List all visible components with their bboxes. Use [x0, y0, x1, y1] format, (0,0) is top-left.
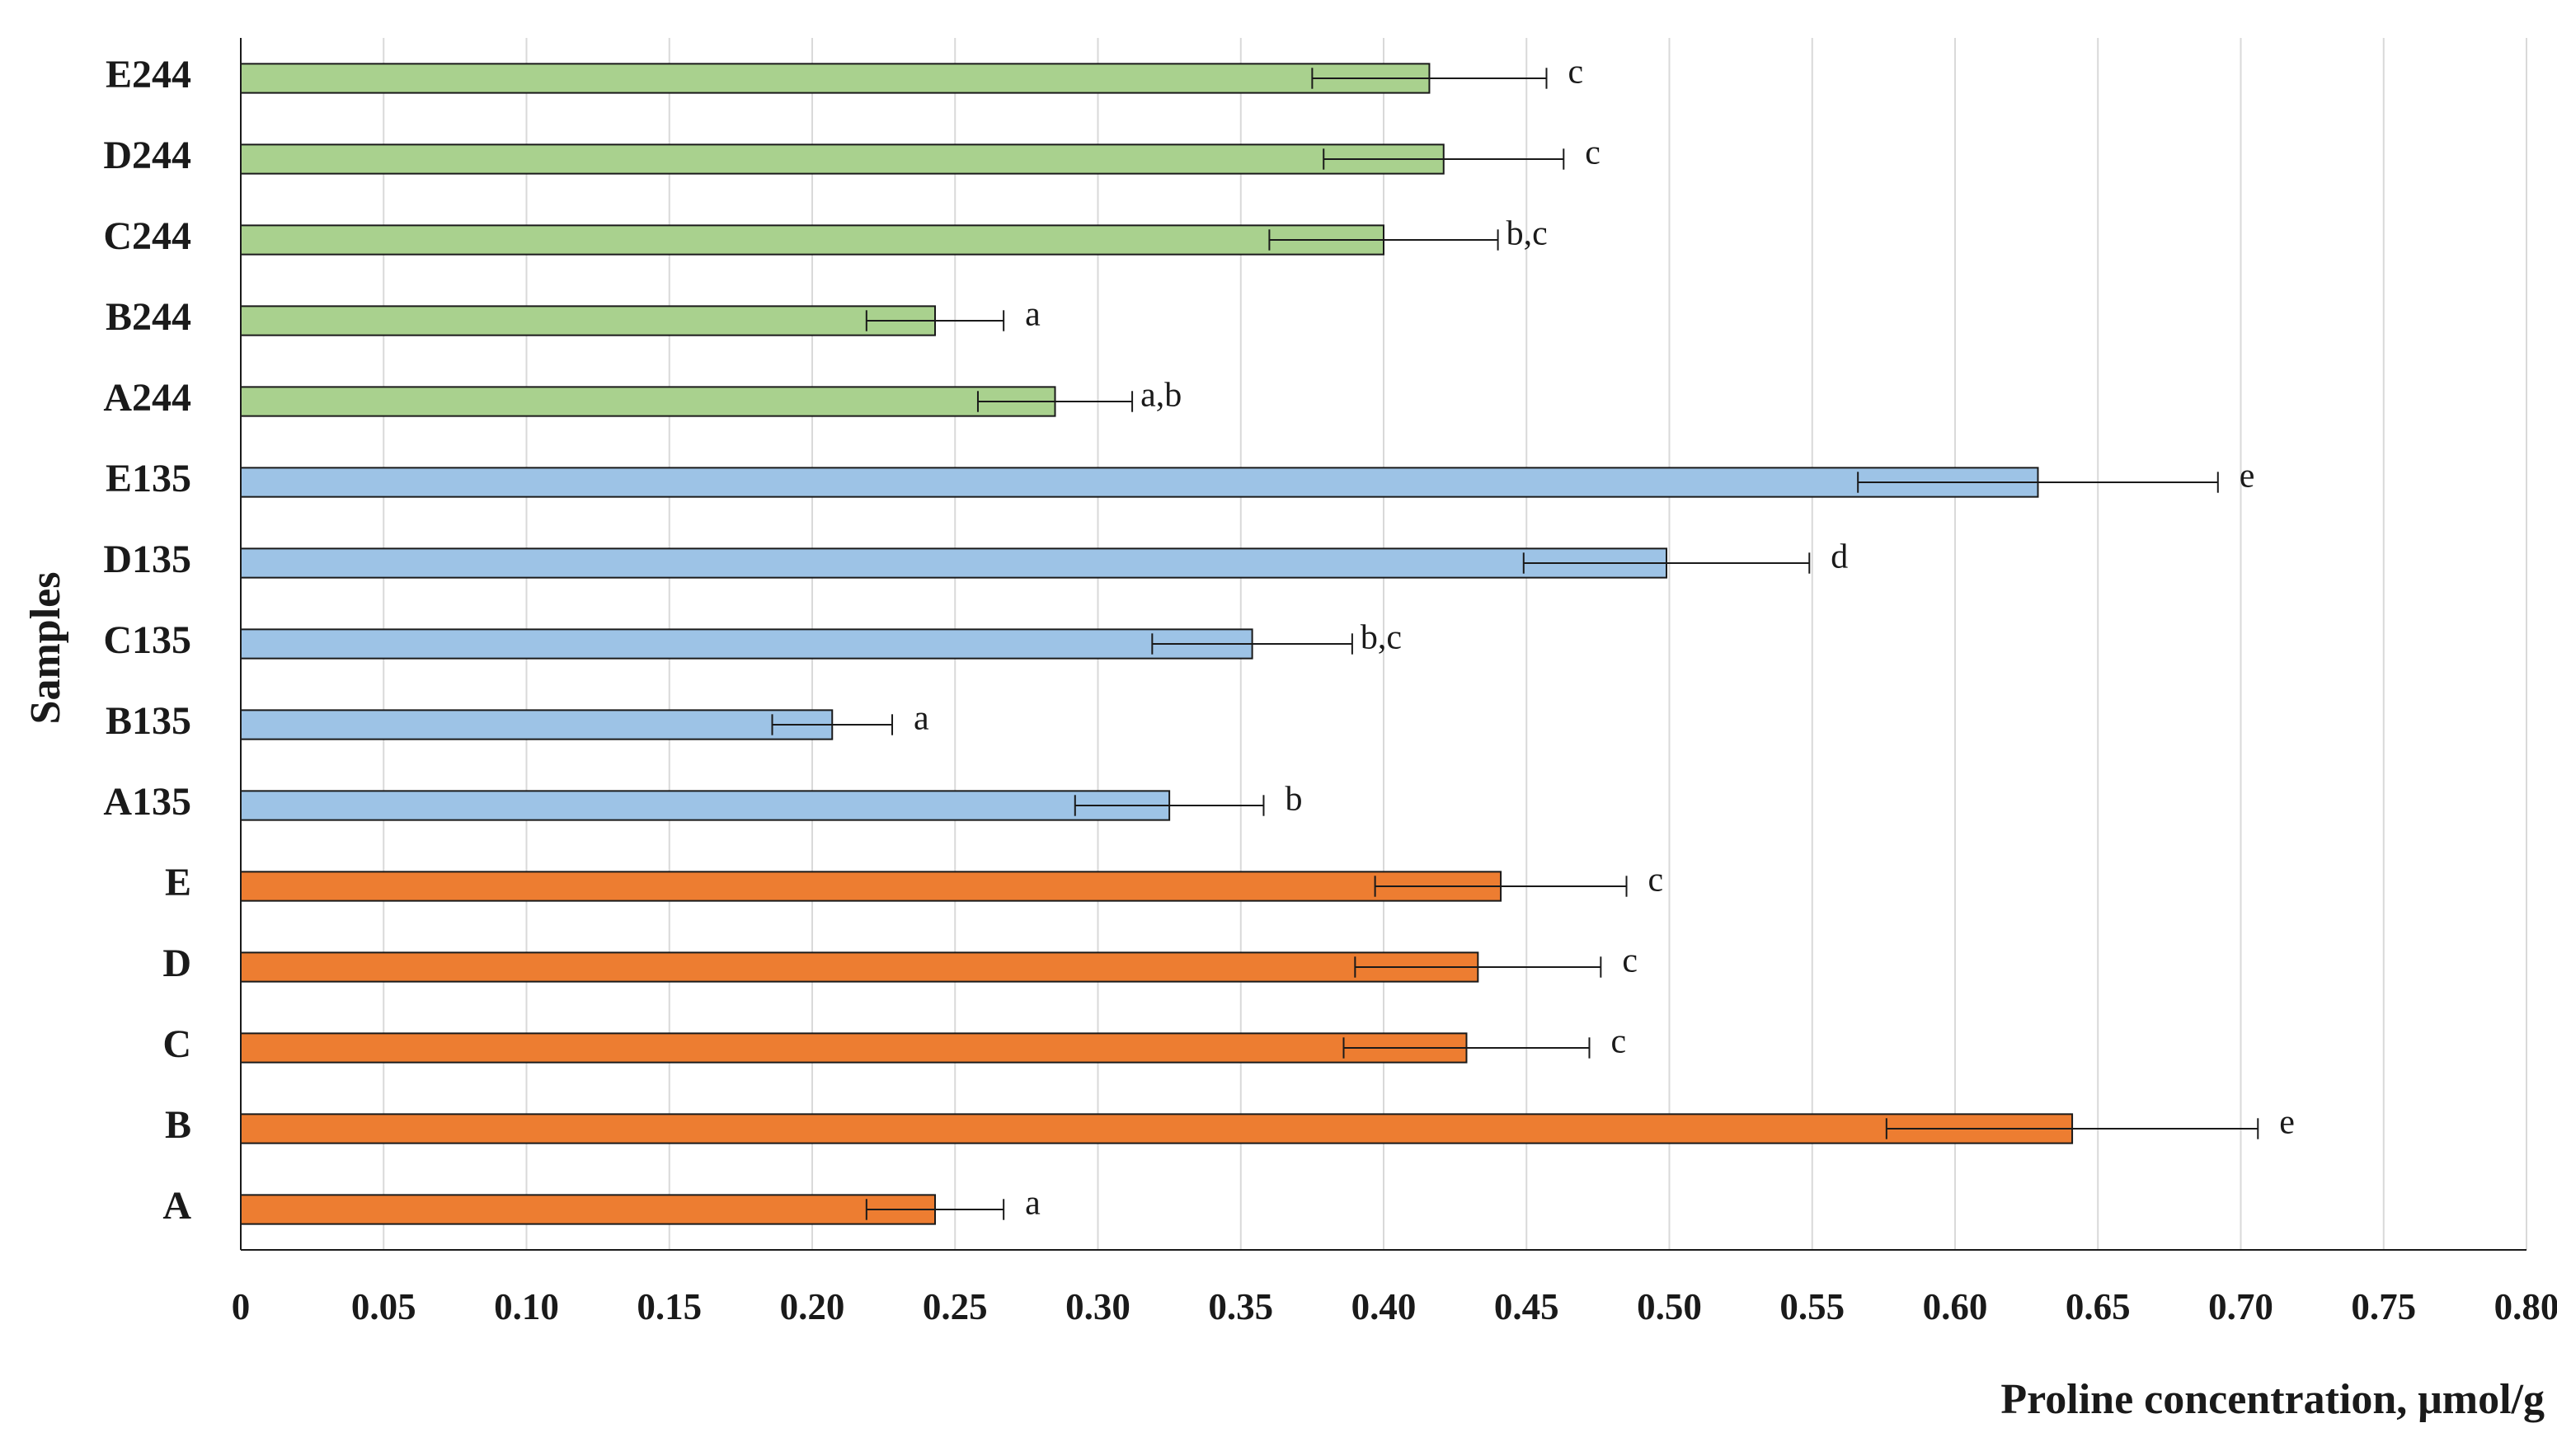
category-label-c135: C135 — [103, 618, 191, 662]
bar-d244 — [240, 143, 1445, 175]
x-tick-label-1: 0.05 — [351, 1286, 416, 1327]
bar-c — [240, 1032, 1468, 1064]
error-bar-e135 — [1857, 472, 2219, 493]
bar-a — [240, 1194, 936, 1225]
sig-label-a135: b — [1285, 781, 1302, 819]
category-label-b244: B244 — [106, 295, 191, 339]
error-bar-e244 — [1311, 68, 1548, 89]
sig-label-d135: d — [1831, 538, 1848, 576]
sig-label-b135: a — [914, 700, 929, 738]
bar-c244 — [240, 224, 1384, 256]
sig-label-a244: a,b — [1140, 377, 1182, 415]
x-tick-labels: 0 0.05 0.10 0.15 0.20 0.25 0.30 0.35 0.40 0.45 0.5… — [232, 1286, 2557, 1327]
sig-label-e244: c — [1568, 54, 1584, 92]
sig-label-e: c — [1648, 862, 1664, 899]
sig-label-e135: e — [2240, 458, 2255, 496]
x-tick-label-5: 0.25 — [923, 1286, 988, 1327]
sig-label-b244: a — [1025, 296, 1041, 334]
sig-label-d: c — [1622, 942, 1638, 980]
bar-a244 — [240, 386, 1056, 417]
error-bar-a135 — [1074, 795, 1265, 816]
sig-label-c135: b,c — [1361, 619, 1402, 657]
category-label-a135: A135 — [103, 780, 191, 824]
error-bar-d244 — [1323, 148, 1565, 170]
error-bar-e — [1374, 876, 1628, 897]
error-bar-d135 — [1522, 552, 1811, 574]
error-bar-a244 — [976, 391, 1134, 412]
error-bar-b244 — [865, 310, 1005, 331]
x-tick-label-0: 0 — [232, 1286, 251, 1327]
x-tick-label-3: 0.15 — [637, 1286, 702, 1327]
bar-e — [240, 871, 1502, 902]
sig-label-c244: b,c — [1506, 215, 1548, 253]
x-tick-label-14: 0.70 — [2208, 1286, 2273, 1327]
x-tick-label-7: 0.35 — [1208, 1286, 1273, 1327]
bar-b — [240, 1113, 2074, 1144]
error-bar-c244 — [1268, 229, 1499, 251]
sig-label-b: e — [2279, 1104, 2295, 1142]
category-label-c244: C244 — [103, 214, 191, 258]
sig-label-c: c — [1610, 1023, 1626, 1061]
error-bar-c135 — [1151, 633, 1353, 655]
bar-b135 — [240, 709, 834, 740]
category-label-b: B — [165, 1103, 191, 1147]
x-tick-label-2: 0.10 — [494, 1286, 559, 1327]
error-bar-b135 — [771, 714, 894, 735]
x-axis-title: Proline concentration, μmol/g — [2000, 1376, 2545, 1423]
bar-d — [240, 951, 1479, 983]
category-label-b135: B135 — [106, 699, 191, 743]
category-label-d135: D135 — [103, 538, 191, 581]
error-bar-b — [1885, 1118, 2259, 1139]
bar-a135 — [240, 790, 1171, 821]
category-label-d244: D244 — [103, 134, 191, 177]
bar-e244 — [240, 63, 1431, 94]
category-label-e: E — [165, 861, 191, 904]
sig-label-d244: c — [1585, 134, 1600, 172]
error-bar-a — [865, 1199, 1005, 1220]
sig-label-a: a — [1025, 1185, 1041, 1223]
category-label-c: C — [162, 1022, 191, 1066]
category-label-d: D — [162, 942, 191, 985]
x-tick-label-9: 0.45 — [1494, 1286, 1559, 1327]
x-tick-label-13: 0.65 — [2066, 1286, 2131, 1327]
x-tick-label-12: 0.60 — [1923, 1286, 1988, 1327]
bar-b244 — [240, 305, 936, 336]
x-tick-label-10: 0.50 — [1637, 1286, 1702, 1327]
x-tick-label-11: 0.55 — [1779, 1286, 1845, 1327]
bars-layer: a e c c c b a b,c d e a,b a b,c c c — [240, 54, 2295, 1225]
category-label-e135: E135 — [106, 457, 191, 500]
category-label-a: A — [162, 1184, 191, 1228]
y-axis-title: Samples — [22, 572, 69, 725]
bar-c135 — [240, 628, 1253, 660]
bar-d135 — [240, 547, 1668, 579]
error-bar-c — [1342, 1037, 1591, 1059]
x-tick-label-16: 0.80 — [2494, 1286, 2557, 1327]
category-label-a244: A244 — [103, 376, 191, 420]
x-tick-label-15: 0.75 — [2351, 1286, 2416, 1327]
bar-e135 — [240, 467, 2039, 498]
category-label-e244: E244 — [106, 53, 191, 96]
error-bar-d — [1354, 956, 1602, 978]
x-tick-label-6: 0.30 — [1065, 1286, 1130, 1327]
x-tick-label-8: 0.40 — [1351, 1286, 1417, 1327]
axes-layer — [240, 38, 2526, 1251]
x-tick-label-4: 0.20 — [780, 1286, 845, 1327]
